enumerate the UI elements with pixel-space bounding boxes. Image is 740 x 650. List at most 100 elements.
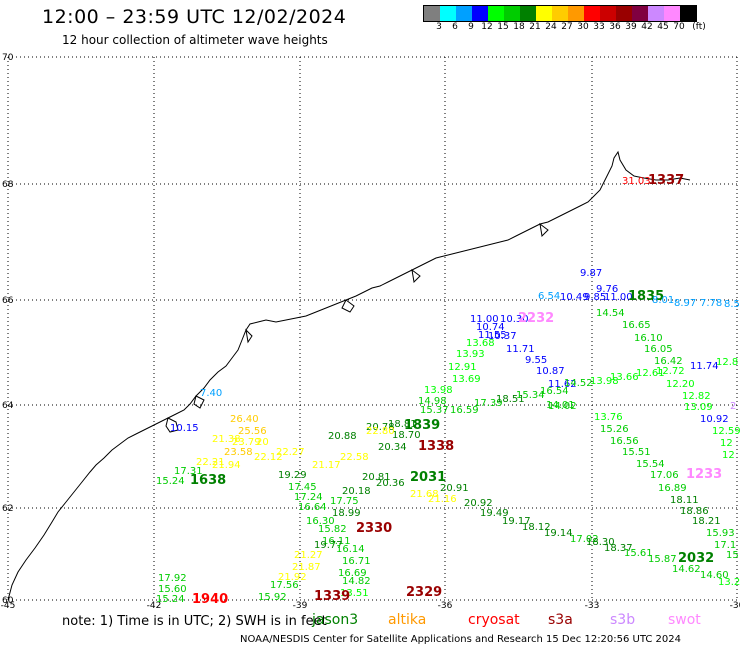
wave-height-label: 18.30 [586,537,615,548]
wave-height-label: 16.59 [450,405,479,416]
wave-height-label: 7.40 [200,388,222,399]
wave-height-label: 14.98 [418,396,447,407]
wave-height-label: 18.81 [388,419,417,430]
colorbar-tick-label: 18 [513,22,525,32]
colorbar-swatch [632,6,648,21]
colorbar-swatch [648,6,664,21]
wave-height-label: 17.56 [270,580,299,591]
longitude-label: -33 [585,601,600,611]
wave-height-label: 15.34 [516,390,545,401]
wave-height-label: 16.10 [634,333,663,344]
colorbar-tick-label: 33 [593,22,605,32]
wave-height-label: 14.52 [564,378,593,389]
wave-height-label: 22.80 [366,426,395,437]
wave-height-label: 17.24 [294,492,323,503]
latitude-label: 70 [2,53,14,63]
wave-height-label: 21.17 [312,460,341,471]
wave-height-label: 10.92 [700,414,729,425]
latitude-label: 64 [2,401,14,411]
colorbar-swatch [616,6,632,21]
wave-height-label: 15.61 [624,548,653,559]
wave-height-label: 18.12 [522,522,551,533]
latitude-label: 60 [2,596,14,606]
wave-height-label: 20.78 [366,422,395,433]
wave-height-label: 9.76 [596,284,618,295]
legend-item-jason3: jason3 [312,612,359,628]
colorbar-tick-label: 27 [561,22,573,32]
wave-height-label: 10.49 [560,292,589,303]
wave-height-label: 1233 [686,467,722,482]
wave-height-label: 20.18 [342,486,371,497]
wave-height-label: 15.60 [158,584,187,595]
wave-height-label: 16.64 [298,502,327,513]
wave-height-label: 6.54 [538,291,560,302]
wave-height-label: 19.49 [480,508,509,519]
longitude-labels: -45 -42 -39 -36 -33 -30 [1,601,740,611]
wave-height-label: 1337 [648,173,684,188]
colorbar-tick-label: 3 [436,22,442,32]
wave-height-label: 17.1 [714,540,736,551]
colorbar-swatch [488,6,504,21]
colorbar-swatch [520,6,536,21]
wave-height-label: 17.39 [474,398,503,409]
wave-height-label: 9.55 [525,355,547,366]
wave-height-label: 22.21 [196,457,225,468]
wave-height-label: 12.72 [656,366,685,377]
wave-height-label: 19.77 [314,540,343,551]
colorbar-swatch [424,6,440,21]
longitude-label: -30 [730,601,740,611]
wave-height-label: 12.61 [636,368,665,379]
wave-height-label: 20.34 [378,442,407,453]
wave-height-label: 8.01 [652,295,674,306]
wave-height-label: 12 [722,450,735,461]
greenland-coastline [7,150,691,601]
longitude-label: -39 [293,601,308,611]
wave-height-label: 2232 [518,311,554,326]
legend-item-swot: swot [668,612,701,628]
wave-height-label: 18.86 [680,506,709,517]
wave-height-label: 13.98 [424,385,453,396]
wave-height-label: 17.45 [288,482,317,493]
wave-height-label: 13.68 [466,338,495,349]
wave-height-label: 16.71 [342,556,371,567]
wave-height-label: 13.51 [340,588,369,599]
wave-height-label: 1839 [404,418,440,433]
colorbar-swatch [440,6,456,21]
colorbar-swatch [456,6,472,21]
wave-height-label: 16.69 [338,568,367,579]
wave-height-label: 2329 [406,585,442,600]
legend-item-s3a: s3a [548,612,573,628]
wave-height-label: 1940 [192,592,228,607]
wave-height-label: 19.29 [278,470,307,481]
wave-height-label: 17.92 [158,573,187,584]
wave-height-label: 20 [256,437,269,448]
wave-height-label: 16.89 [658,483,687,494]
wave-height-label: 17.31 [174,466,203,477]
coastline-islands [165,222,549,433]
wave-height-label: 15.24 [156,476,185,487]
wave-height-label: 26.40 [230,414,259,425]
wave-height-label: 14.60 [700,570,729,581]
lat-lon-grid [7,56,738,601]
wave-height-label: 10.15 [170,423,199,434]
wave-height-label: 13.66 [610,372,639,383]
longitude-label: -45 [1,601,16,611]
latitude-labels: 70 68 66 64 62 60 [2,53,14,606]
wave-height-label: 14.62 [672,564,701,575]
wave-height-label: 18.70 [392,430,421,441]
wave-height-label: 18.11 [670,495,699,506]
colorbar-tick-label: 15 [497,22,509,32]
wave-height-label: 21.87 [292,562,321,573]
wave-height-label: 20.81 [362,472,391,483]
wave-height-label: 31.03 [622,176,651,187]
wave-height-label: 2 [730,401,736,412]
wave-height-label: 21.94 [212,460,241,471]
colorbar-swatch [472,6,488,21]
wave-height-label: 13.69 [452,374,481,385]
wave-height-label: 21.27 [294,550,323,561]
colorbar-swatch [568,6,584,21]
wave-height-label: 19.17 [502,516,531,527]
colorbar-tick-label: 24 [545,22,557,32]
wave-height-label: 10.74 [476,322,505,333]
wave-height-label: 25.56 [238,426,267,437]
